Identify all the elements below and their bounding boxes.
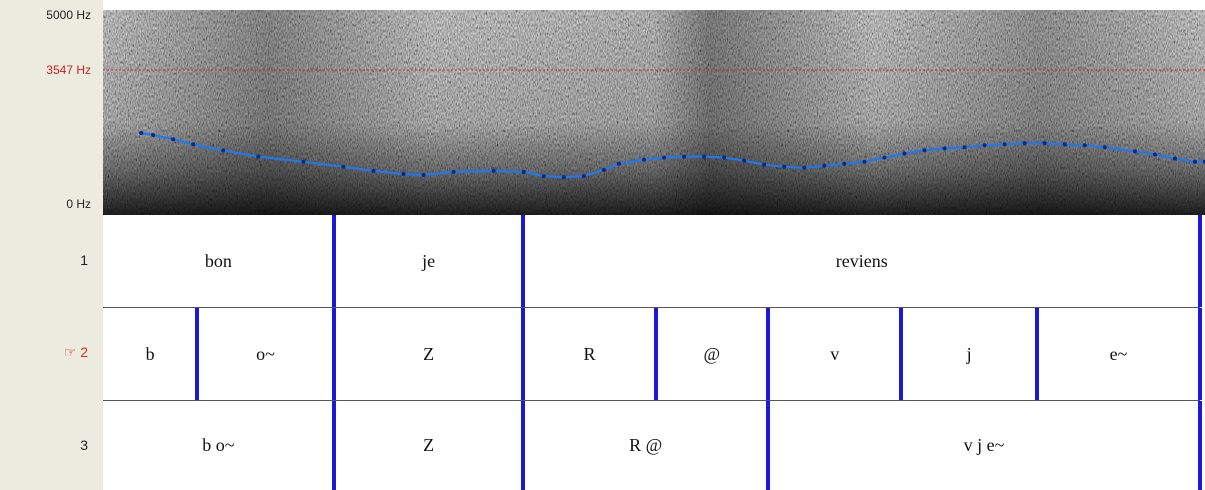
interval-label[interactable]: R xyxy=(583,343,596,364)
pitch-point xyxy=(762,162,767,167)
boundary-marker[interactable] xyxy=(331,308,336,400)
boundary-marker[interactable] xyxy=(766,308,771,400)
interval-label[interactable]: b xyxy=(145,343,155,364)
pitch-point xyxy=(842,161,847,166)
tier-2-row[interactable]: b o~ Z R @ v j e~ xyxy=(103,308,1205,400)
tier-divider-2 xyxy=(103,400,1200,401)
pitch-point xyxy=(942,146,947,151)
pitch-point xyxy=(802,165,807,170)
interval-label[interactable]: Z xyxy=(423,435,435,455)
pitch-point xyxy=(1042,141,1047,146)
pitch-point xyxy=(1102,145,1107,150)
pitch-point xyxy=(601,167,606,172)
freq-cursor-label: 3547 Hz xyxy=(46,63,91,77)
pitch-point xyxy=(882,155,887,160)
pitch-point xyxy=(642,157,646,162)
pitch-point xyxy=(151,133,156,137)
interval-label[interactable]: @ xyxy=(703,343,721,364)
pitch-point xyxy=(982,143,987,148)
left-axis-panel: 5000 Hz 3547 Hz 0 Hz 1 ☞ 2 3 xyxy=(0,0,103,490)
boundary-marker[interactable] xyxy=(766,401,771,490)
boundary-marker[interactable] xyxy=(653,308,658,400)
boundary-marker[interactable] xyxy=(1034,308,1039,400)
pitch-point xyxy=(902,151,907,156)
pitch-point xyxy=(702,154,707,159)
pitch-point xyxy=(862,159,867,164)
pitch-point xyxy=(782,164,787,169)
boundary-marker[interactable] xyxy=(331,215,336,307)
pitch-point xyxy=(541,174,546,179)
interval-label[interactable]: b o~ xyxy=(202,435,235,455)
pitch-point xyxy=(256,154,261,159)
boundary-marker[interactable] xyxy=(521,215,526,307)
pitch-point xyxy=(682,154,687,159)
tier-divider-1 xyxy=(103,307,1200,308)
interval-label[interactable]: v j e~ xyxy=(963,435,1005,455)
pitch-point xyxy=(922,148,927,153)
boundary-marker[interactable] xyxy=(1198,308,1203,400)
pitch-point xyxy=(1002,142,1007,147)
pitch-point xyxy=(491,168,496,173)
boundary-marker[interactable] xyxy=(1198,401,1203,490)
tier-1-row[interactable]: bon je reviens xyxy=(103,215,1205,307)
pitch-point xyxy=(616,161,621,166)
pitch-point xyxy=(1132,149,1137,154)
boundary-marker[interactable] xyxy=(1198,215,1203,307)
interval-label[interactable]: bon xyxy=(204,250,232,271)
pitch-point xyxy=(1193,159,1197,164)
pitch-point xyxy=(1082,143,1087,148)
spectrogram-view[interactable] xyxy=(103,10,1205,215)
boundary-marker[interactable] xyxy=(331,401,336,490)
boundary-marker[interactable] xyxy=(899,308,904,400)
interval-label[interactable]: o~ xyxy=(256,343,275,364)
pitch-contour-line xyxy=(140,131,1205,179)
pitch-point xyxy=(561,175,566,180)
interval-label[interactable]: j xyxy=(966,343,972,364)
boundary-marker[interactable] xyxy=(195,308,200,400)
tier-1-number[interactable]: 1 xyxy=(80,252,88,268)
pitch-point xyxy=(371,168,376,173)
pitch-point xyxy=(221,148,226,153)
pitch-point xyxy=(1022,141,1027,146)
pitch-point xyxy=(341,164,346,169)
pitch-point xyxy=(139,131,144,135)
pitch-point xyxy=(662,155,666,160)
pitch-point xyxy=(581,174,586,179)
interval-label[interactable]: reviens xyxy=(835,250,888,271)
pitch-point xyxy=(521,169,526,174)
pitch-point xyxy=(401,172,406,176)
tier-3-row[interactable]: b o~ Z R @ v j e~ xyxy=(103,401,1205,490)
interval-label[interactable]: e~ xyxy=(1109,343,1128,364)
pitch-point xyxy=(421,173,426,177)
tier-3-number[interactable]: 3 xyxy=(80,437,88,453)
tier-2-number[interactable]: ☞ 2 xyxy=(63,344,88,360)
pitch-point xyxy=(191,142,196,147)
pitch-point xyxy=(822,163,827,168)
interval-label[interactable]: Z xyxy=(423,343,435,364)
pitch-point xyxy=(1152,152,1157,157)
pitch-points xyxy=(139,131,1205,180)
pitch-point xyxy=(1172,156,1177,161)
freq-max-label: 5000 Hz xyxy=(46,8,91,22)
pitch-point xyxy=(722,155,727,160)
freq-min-label: 0 Hz xyxy=(66,197,91,211)
pitch-point xyxy=(962,145,967,150)
interval-label[interactable]: v xyxy=(830,343,840,364)
pitch-point xyxy=(171,137,176,142)
spectrogram-bursts xyxy=(103,10,1205,215)
pitch-point xyxy=(301,159,306,164)
boundary-marker[interactable] xyxy=(521,308,526,400)
boundary-marker[interactable] xyxy=(521,401,526,490)
interval-label[interactable]: je xyxy=(422,250,436,271)
pitch-point xyxy=(451,169,456,174)
pitch-point xyxy=(1062,142,1067,147)
pitch-point xyxy=(742,158,747,163)
interval-label[interactable]: R @ xyxy=(629,435,663,455)
